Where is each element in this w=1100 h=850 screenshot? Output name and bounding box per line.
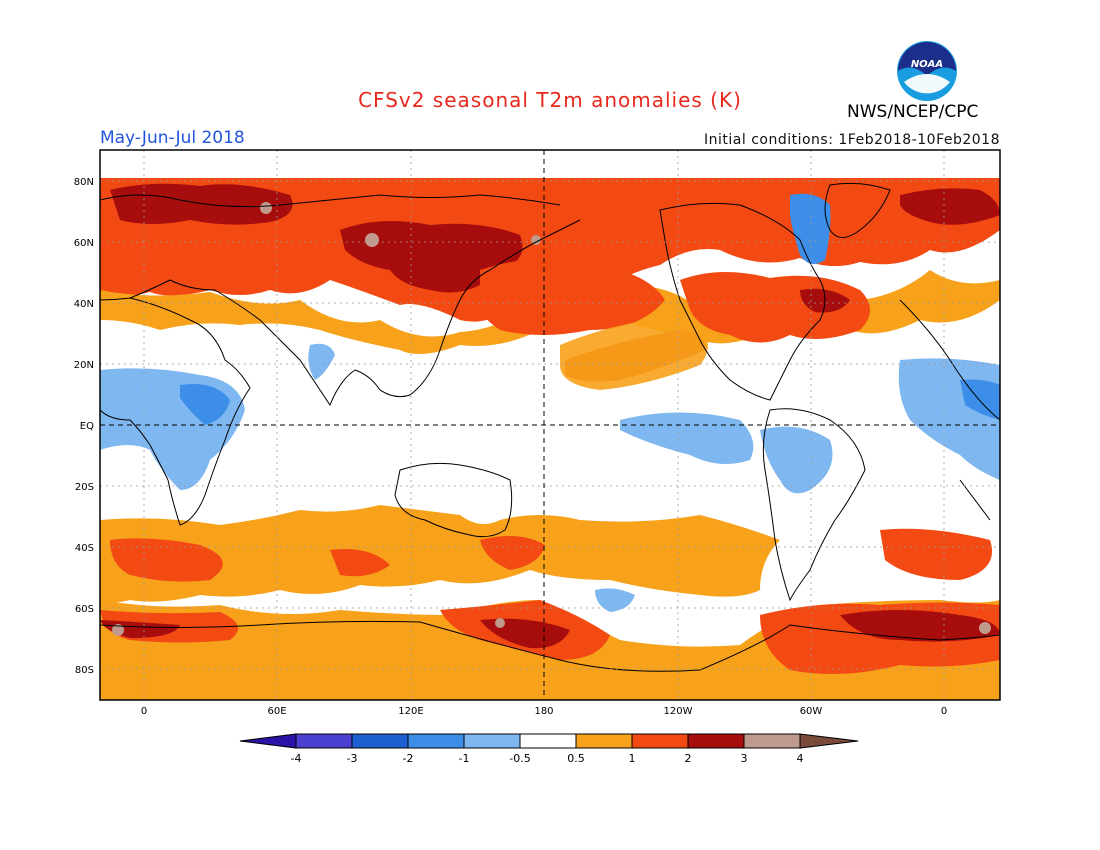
ne-pacific-orange [560,315,708,390]
antarctic-extreme-2 [979,622,991,634]
eurasia-orange-fringe [100,270,1000,354]
north-pacific-warm [477,258,665,335]
lon-labels: 0 60E 120E 180 120W 60W 0 [141,706,947,717]
lon-label-120e: 120E [398,706,423,717]
lat-label-80n: 80N [74,177,94,188]
atlantic-cold [898,358,1000,480]
lon-label-0-right: 0 [941,706,947,717]
noaa-logo: NOAA [897,41,957,101]
colorbar-low-arrow [239,733,297,749]
colorbar-tick: -0.5 [509,752,530,765]
colorbar-bin-2 [351,733,409,749]
lat-label-60n: 60N [74,238,94,249]
south-america-coast [762,408,866,602]
north-america-warm [680,271,870,343]
antarctic-extreme-3 [495,618,505,628]
africa-cold [100,368,245,490]
siberia-extreme-1 [365,233,379,247]
ne-pacific-warm-tongue [565,330,706,382]
colorbar-tick: 3 [741,752,748,765]
greenland-cold [790,193,831,264]
colorbar-tick: -4 [291,752,302,765]
south-america-cold [760,426,833,494]
africa-coast [100,297,251,526]
chart-title: CFSv2 seasonal T2m anomalies (K) [358,88,742,112]
east-us-hot-core [800,288,850,313]
scandinavia-hot-core [110,183,293,225]
lon-label-120w: 120W [664,706,693,717]
colorbar-bin-9 [743,733,801,749]
lon-label-0-left: 0 [141,706,147,717]
antarctic-extreme-1 [112,624,124,636]
indian-antarctic-hot [100,610,238,643]
southern-oceans-warm [100,505,780,603]
lat-label-40n: 40N [74,299,94,310]
colorbar [239,733,859,749]
forecast-period: May-Jun-Jul 2018 [100,128,245,148]
colorbar-bin-8 [687,733,745,749]
ross-sea-hot-core [480,618,570,649]
colorbar-tick: -3 [347,752,358,765]
weddell-hot-core [840,610,1000,642]
south-america-east-coast [899,299,1000,421]
south-indian-ocean-warm [110,538,223,582]
initial-conditions: Initial conditions: 1Feb2018-10Feb2018 [704,132,1000,148]
europe-asia-coast [129,219,581,407]
antarctica-coast [100,620,1000,672]
colorbar-ticks: -4 -3 -2 -1 -0.5 0.5 1 2 3 4 [291,752,804,765]
australia-coast [394,462,513,538]
map-frame [99,149,1001,701]
anomaly-field [100,150,1000,700]
colorbar-high-arrow [799,733,859,749]
ross-sea-hot [440,600,610,660]
colorbar-bin-7 [631,733,689,749]
weddell-hot [760,602,1000,674]
south-atlantic-warm [880,528,992,580]
colorbar-bin-1 [295,733,353,749]
lat-label-60s: 60S [75,604,94,615]
colorbar-bin-5 [519,733,577,749]
lon-label-60e: 60E [267,706,286,717]
greenland-coast [824,182,891,238]
greenland-hot-core [900,188,1000,225]
lat-labels: 80N 60N 40N 20N EQ 20S 40S 60S 80S [74,177,94,676]
arctic-coast [100,194,561,208]
colorbar-bin-3 [407,733,465,749]
siberia-extreme-2 [531,235,541,245]
antarctic-warm-ring [100,600,1000,700]
colorbar-tick: 4 [797,752,804,765]
colorbar-bin-6 [575,733,633,749]
atlantic-cold-core [960,379,1000,420]
lon-label-60w: 60W [800,706,823,717]
lat-label-20n: 20N [74,360,94,371]
lon-label-180: 180 [534,706,553,717]
colorbar-tick: 0.5 [567,752,585,765]
colorbar-tick: -2 [403,752,414,765]
north-america-coast [659,202,826,401]
arctic-warm-band [100,178,1000,322]
tasman-warm [480,536,545,570]
graticule [100,150,1000,700]
colorbar-tick: -1 [459,752,470,765]
west-africa-coast-right [959,479,991,521]
africa-cold-core [180,384,230,425]
colorbar-tick: 2 [685,752,692,765]
scandinavia-extreme [260,202,272,214]
siberia-hot-core [340,221,523,293]
lat-label-80s: 80S [75,665,94,676]
lat-label-eq: EQ [80,421,94,432]
east-pacific-cold [620,412,754,464]
lat-label-20s: 20S [75,482,94,493]
noaa-logo-text: NOAA [911,59,943,70]
southern-pacific-cold [595,588,635,612]
agency-label: NWS/NCEP/CPC [847,102,979,122]
antarctic-pacific-cold [600,653,680,671]
south-indian-warm-2 [330,549,390,577]
coastlines [100,182,1000,672]
colorbar-bin-4 [463,733,521,749]
colorbar-tick: 1 [629,752,636,765]
indian-antarctic-core [100,620,180,638]
india-cold [308,343,335,380]
lat-label-40s: 40S [75,543,94,554]
